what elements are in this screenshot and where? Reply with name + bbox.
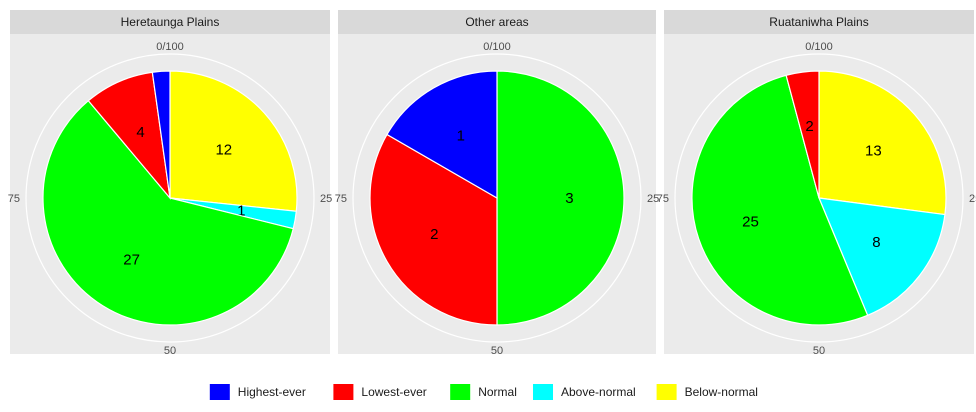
pie-slice-lowest-ever	[369, 133, 498, 326]
legend-key-highest-ever	[209, 384, 230, 400]
pie-slice-lowest-ever	[785, 70, 820, 199]
slice-value-label: 1	[237, 203, 245, 220]
facet-strip	[10, 10, 330, 34]
slice-value-label: 27	[123, 251, 140, 268]
slice-value-label: 1	[457, 127, 465, 144]
axis-tick-label: 25	[969, 193, 976, 205]
legend-key-below-normal	[656, 384, 677, 400]
polar-grid-circle	[352, 53, 642, 343]
polar-grid-circle	[25, 53, 315, 343]
slice-value-label: 3	[565, 190, 573, 207]
facet-panel: Ruataniwha Plains 0/100 25 50 75 13 8 25 2	[657, 10, 976, 357]
legend-label-below-normal: Below-normal	[685, 385, 758, 399]
facet-strip	[338, 10, 656, 34]
slice-value-label: 13	[865, 142, 882, 159]
axis-tick-label: 25	[320, 193, 332, 205]
axis-tick-label: 75	[8, 193, 20, 205]
pie-slice-normal	[691, 74, 869, 326]
legend-key-lowest-ever	[333, 384, 354, 400]
legend-label-normal: Normal	[478, 385, 517, 399]
legend-label-lowest-ever: Lowest-ever	[361, 385, 426, 399]
facet-title-heretaunga-plains: Heretaunga Plains	[121, 15, 220, 29]
pie-slice-below-normal	[169, 70, 298, 212]
axis-tick-label: 50	[164, 345, 176, 357]
facet-title-other-areas: Other areas	[465, 15, 528, 29]
slice-value-label: 8	[872, 234, 880, 251]
pie-slice-normal	[496, 70, 625, 326]
legend-key-above-normal	[533, 384, 553, 400]
facet-panel: Heretaunga Plains 0/100 25 50 75 12 1 27 4	[8, 10, 332, 357]
axis-tick-label: 50	[491, 345, 503, 357]
slice-value-label: 2	[430, 226, 438, 243]
pie-slice-highest-ever	[386, 70, 498, 200]
legend-key-normal	[450, 384, 471, 400]
pie-slice-highest-ever	[151, 70, 171, 199]
slice-value-label: 12	[215, 142, 232, 159]
legend: Highest-ever Lowest-ever Normal Above-norma…	[209, 384, 758, 400]
legend-label-highest-ever: Highest-ever	[238, 385, 306, 399]
slice-value-label: 25	[742, 213, 759, 230]
legend-label-above-normal: Above-normal	[561, 385, 636, 399]
facet-strip	[664, 10, 974, 34]
facet-title-ruataniwha-plains: Ruataniwha Plains	[769, 15, 868, 29]
axis-tick-label: 0/100	[805, 41, 833, 53]
axis-tick-label: 75	[335, 193, 347, 205]
slice-value-label: 2	[805, 118, 813, 135]
axis-tick-label: 50	[813, 345, 825, 357]
axis-tick-label: 75	[657, 193, 669, 205]
pie-slice-above-normal	[818, 197, 946, 317]
axis-tick-label: 0/100	[483, 41, 511, 53]
axis-tick-label: 25	[647, 193, 659, 205]
facet-panel: Other areas 0/100 25 50 75 3 2 1	[335, 10, 659, 357]
slice-value-label: 4	[136, 124, 144, 141]
pie-slice-normal	[42, 99, 294, 326]
axis-tick-label: 0/100	[156, 41, 184, 53]
pie-slice-below-normal	[818, 70, 947, 216]
polar-grid-circle	[674, 53, 964, 343]
